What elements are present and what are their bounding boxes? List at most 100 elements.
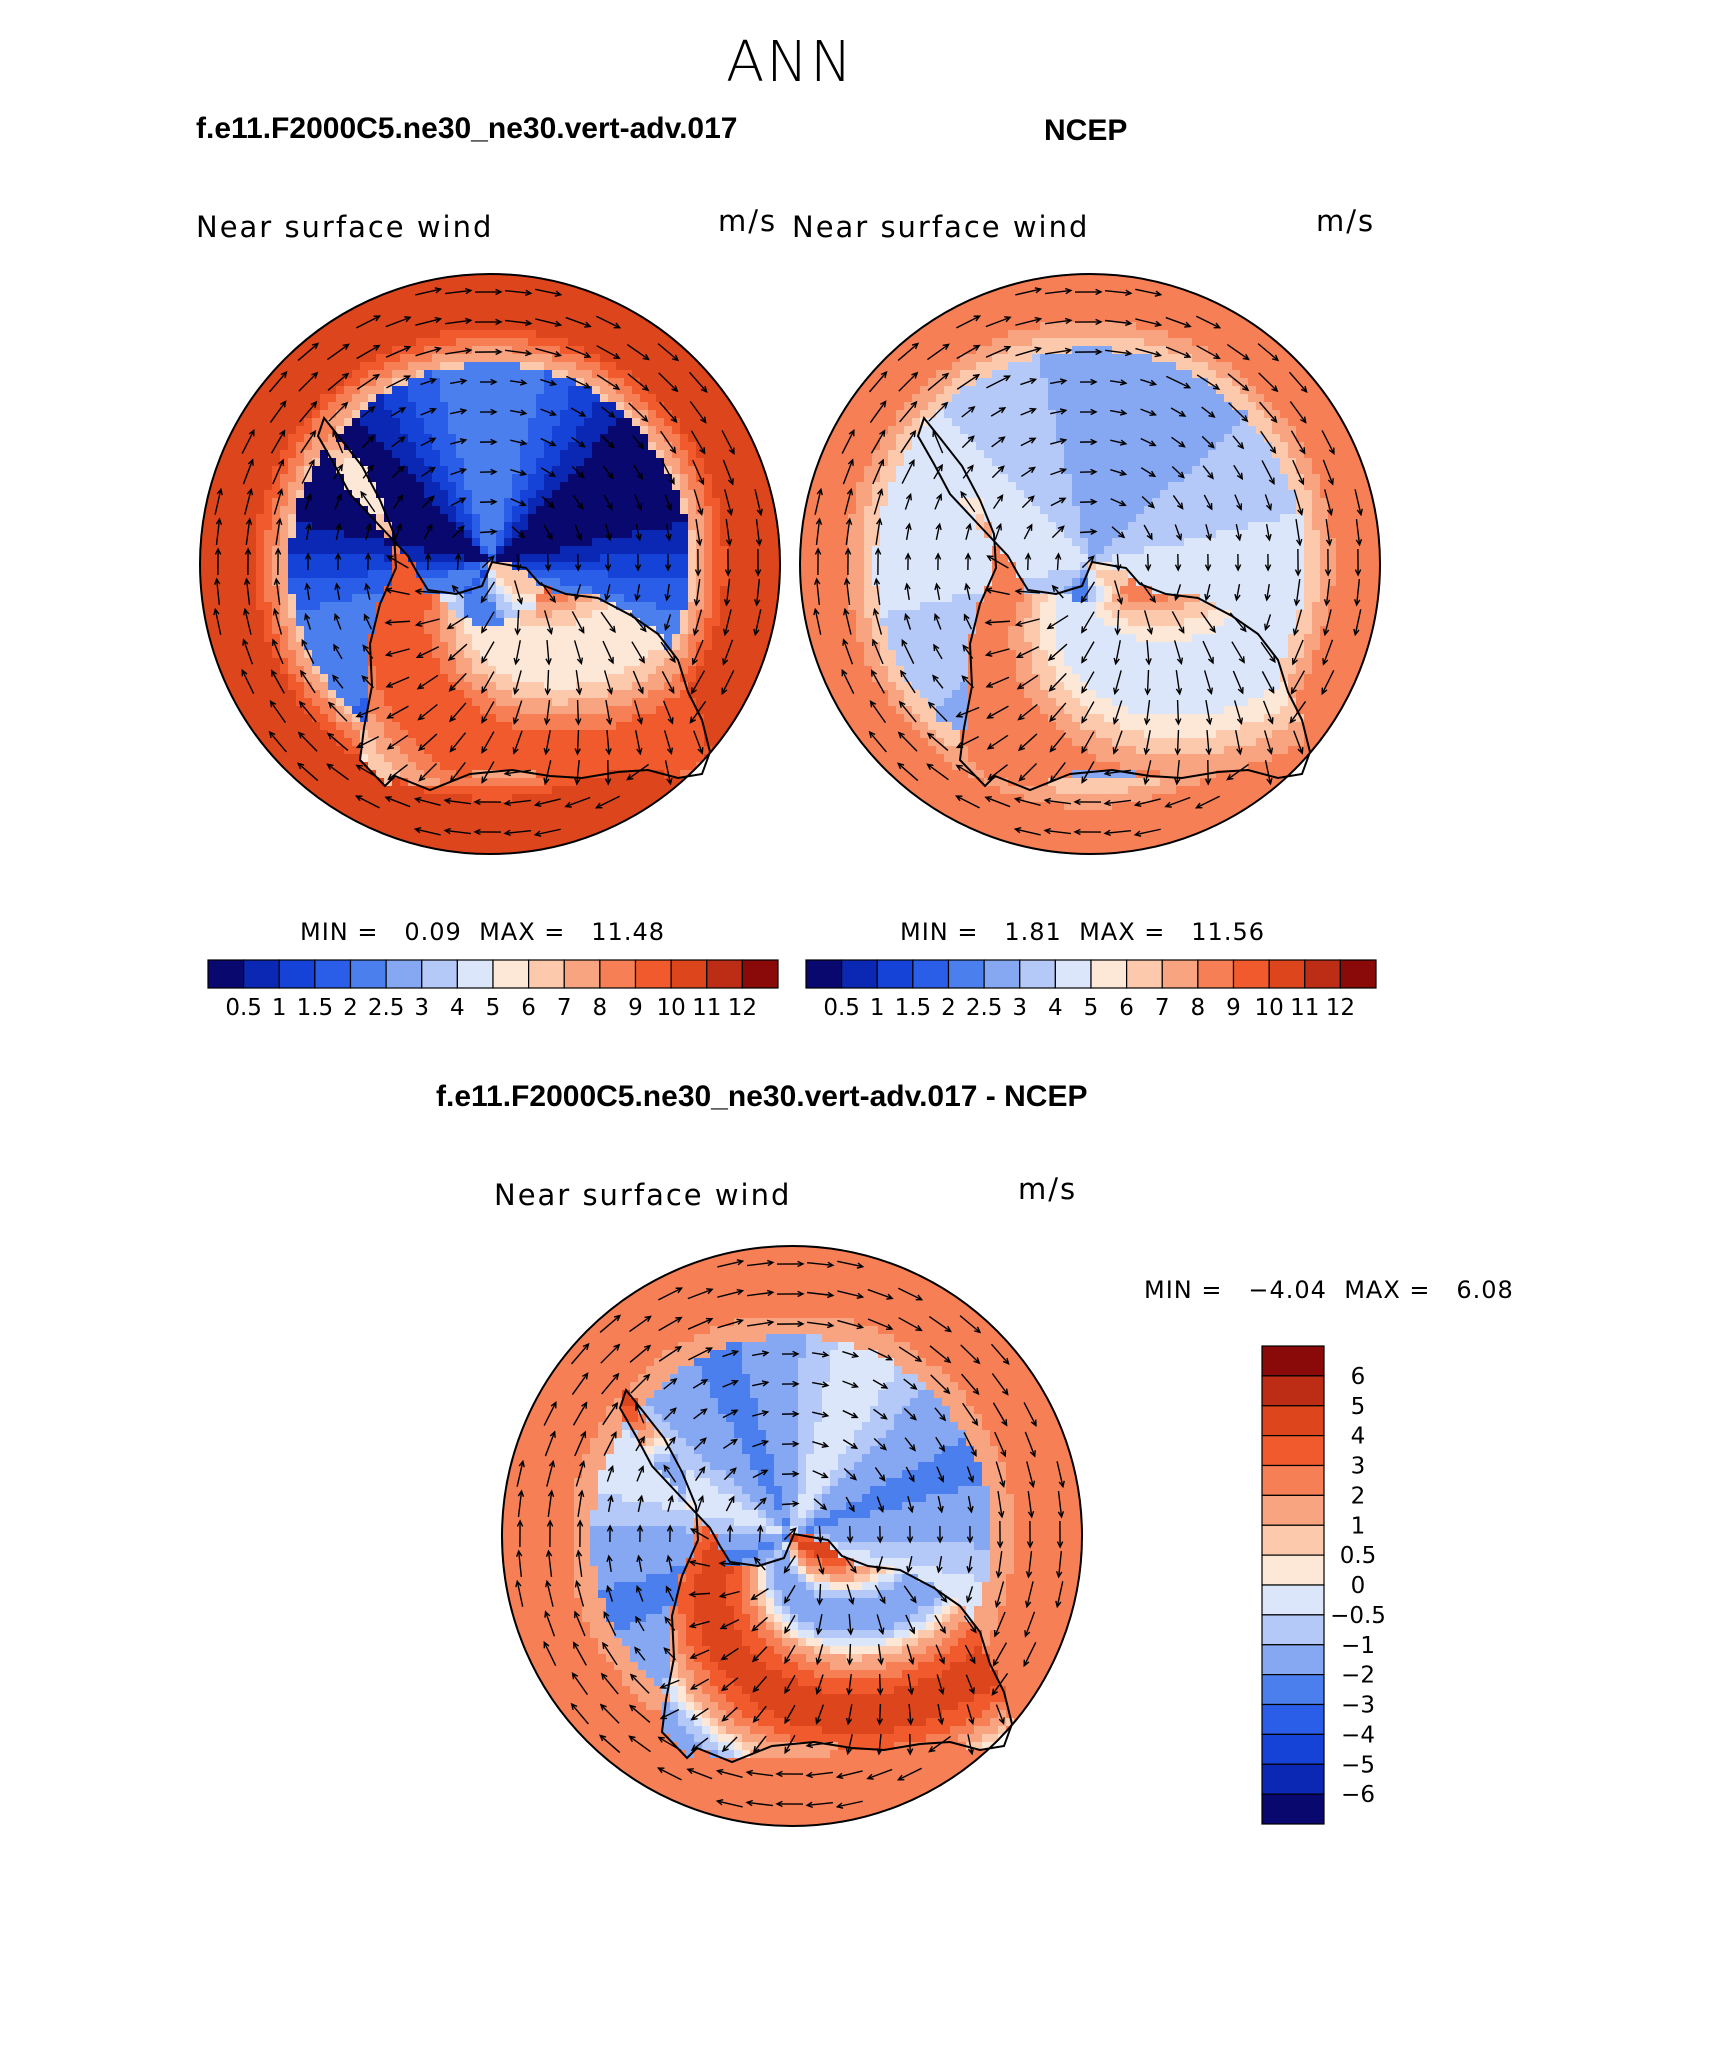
field-cell xyxy=(752,650,761,659)
wind-vector-head xyxy=(605,748,612,756)
wind-vector-head xyxy=(668,477,675,485)
field-cell xyxy=(288,682,297,691)
field-cell xyxy=(496,826,505,835)
field-cell xyxy=(272,434,281,443)
field-cell xyxy=(528,730,537,739)
field-cell xyxy=(456,650,465,659)
field-cell xyxy=(496,506,505,515)
field-cell xyxy=(1072,282,1081,291)
field-cell xyxy=(520,362,529,371)
field-cell xyxy=(672,514,681,523)
wind-vector-head xyxy=(525,289,533,297)
field-cell xyxy=(656,778,665,787)
field-cell xyxy=(680,650,689,659)
field-cell xyxy=(728,658,737,667)
field-cell xyxy=(608,434,617,443)
field-cell xyxy=(504,282,513,291)
field-cell xyxy=(536,642,545,651)
field-cell xyxy=(392,498,401,507)
field-cell xyxy=(360,810,369,819)
field-cell xyxy=(656,402,665,411)
field-cell xyxy=(568,514,577,523)
field-cell xyxy=(744,650,753,659)
wind-vector-head xyxy=(311,342,320,350)
field-cell xyxy=(432,578,441,587)
field-cell xyxy=(584,674,593,683)
field-cell xyxy=(528,770,537,779)
field-cell xyxy=(528,642,537,651)
field-cell xyxy=(408,306,417,315)
field-cell xyxy=(576,810,585,819)
field-cell xyxy=(720,546,729,555)
field-cell xyxy=(512,450,521,459)
field-cell xyxy=(512,314,521,323)
wind-vector-head xyxy=(725,538,733,547)
field-cell xyxy=(624,666,633,675)
wind-vector xyxy=(356,315,380,329)
field-cell xyxy=(704,402,713,411)
field-cell xyxy=(1152,282,1161,291)
field-cell xyxy=(336,370,345,379)
field-cell xyxy=(552,754,561,763)
field-cell xyxy=(536,674,545,683)
field-cell xyxy=(552,514,561,523)
field-cell xyxy=(344,426,353,435)
field-cell xyxy=(424,722,433,731)
wind-vector xyxy=(658,372,678,392)
wind-vector-head xyxy=(459,438,468,445)
field-cell xyxy=(504,458,513,467)
field-cell xyxy=(552,370,561,379)
field-cell xyxy=(520,618,529,627)
wind-vector-head xyxy=(641,415,649,423)
field-cell xyxy=(544,442,553,451)
field-cell xyxy=(216,458,225,467)
field-cell xyxy=(320,362,329,371)
field-cell xyxy=(480,842,489,851)
field-cell xyxy=(368,626,377,635)
field-cell xyxy=(496,410,505,419)
field-cell xyxy=(608,554,617,563)
wind-vector-head xyxy=(693,598,701,607)
wind-vector-head xyxy=(481,716,488,724)
wind-vector-head xyxy=(664,593,671,602)
field-cell xyxy=(448,466,457,475)
wind-vector-head xyxy=(342,343,350,351)
wind-vector-head xyxy=(544,688,551,696)
field-cell xyxy=(696,602,705,611)
field-cell xyxy=(432,554,441,563)
field-cell xyxy=(600,474,609,483)
field-cell xyxy=(424,330,433,339)
field-cell xyxy=(504,778,513,787)
wind-vector xyxy=(511,526,525,538)
field-cell xyxy=(1032,282,1041,291)
field-cell xyxy=(344,618,353,627)
field-cell xyxy=(352,426,361,435)
wind-vector-head xyxy=(269,700,277,708)
wind-vector xyxy=(635,730,641,754)
wind-vector-head xyxy=(666,777,673,786)
field-cell xyxy=(584,434,593,443)
field-cell xyxy=(240,394,249,403)
field-cell xyxy=(680,434,689,443)
field-cell xyxy=(752,458,761,467)
field-cell xyxy=(640,570,649,579)
field-cell xyxy=(320,578,329,587)
field-cell xyxy=(376,802,385,811)
wind-vector xyxy=(306,583,310,601)
field-cell xyxy=(376,594,385,603)
field-cell xyxy=(520,442,529,451)
field-cell xyxy=(384,826,393,835)
field-cell xyxy=(504,394,513,403)
field-cell xyxy=(536,450,545,459)
field-cell xyxy=(264,466,273,475)
field-cell xyxy=(456,722,465,731)
field-cell xyxy=(296,602,305,611)
field-cell xyxy=(416,338,425,347)
field-cell xyxy=(608,562,617,571)
field-cell xyxy=(456,314,465,323)
field-cell xyxy=(624,442,633,451)
field-cell xyxy=(608,802,617,811)
field-cell xyxy=(496,482,505,491)
field-cell xyxy=(312,490,321,499)
field-cell xyxy=(400,338,409,347)
